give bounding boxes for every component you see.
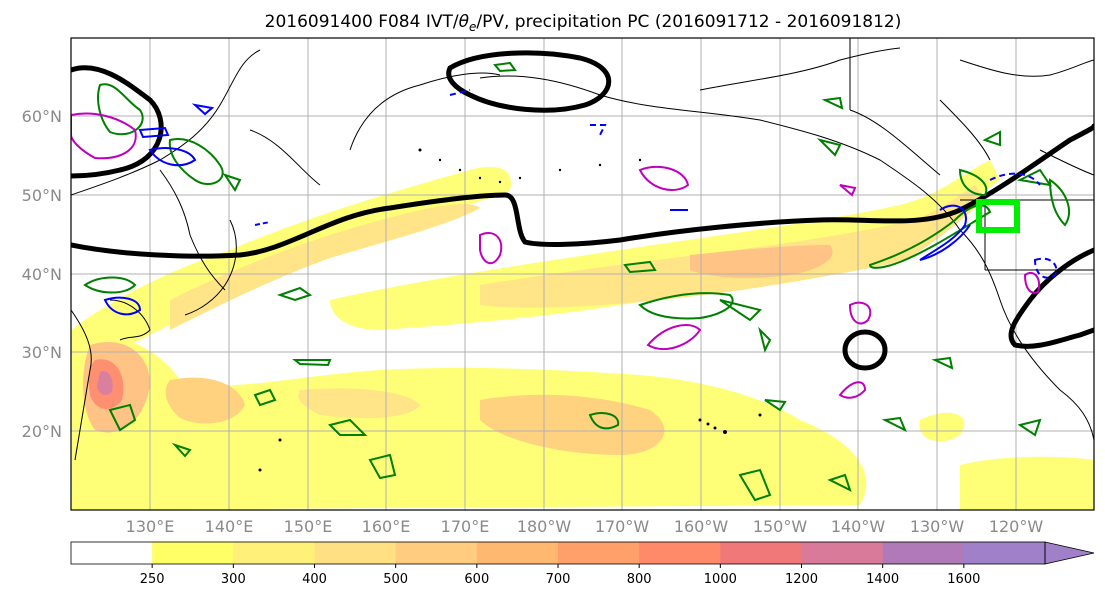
colorbar-segment — [639, 542, 721, 564]
lat-label: 50°N — [22, 186, 62, 205]
colorbar-level-label: 400 — [302, 572, 327, 587]
colorbar-segment — [395, 542, 478, 564]
colorbar-segment — [801, 542, 884, 564]
target-region-box — [976, 199, 1020, 233]
lon-label: 180°W — [517, 517, 572, 536]
colorbar-segment — [963, 542, 1046, 564]
colorbar-segment — [476, 542, 559, 564]
colorbar-level-label: 700 — [546, 572, 571, 587]
figure-title: 2016091400 F084 IVT/θe/PV, precipitation… — [265, 12, 902, 34]
colorbar-level-label: 1000 — [704, 572, 737, 587]
colorbar-level-label: 1200 — [785, 572, 818, 587]
lat-lon-grid — [71, 38, 1094, 510]
colorbar-segments — [71, 542, 1046, 564]
lon-label: 130°W — [910, 517, 965, 536]
lat-label: 30°N — [22, 343, 62, 362]
lon-label: 120°W — [989, 517, 1044, 536]
colorbar-segment — [558, 542, 640, 564]
colorbar-segment — [882, 542, 965, 564]
colorbar-level-label: 800 — [627, 572, 652, 587]
precip-pc-contours — [83, 61, 1070, 502]
lon-label: 160°E — [362, 517, 411, 536]
lon-label: 140°E — [205, 517, 254, 536]
colorbar-level-label: 1400 — [866, 572, 899, 587]
lat-label: 20°N — [22, 422, 62, 441]
longitude-labels: 130°E 140°E 150°E 160°E 170°E 180°W 170°… — [126, 517, 1044, 536]
colorbar: 250 300 400 500 600 700 800 1000 1200 1400 1600 — [70, 541, 1095, 587]
lon-label: 150°E — [284, 517, 333, 536]
colorbar-labels: 250 300 400 500 600 700 800 1000 1200 1400 1600 — [140, 564, 980, 587]
colorbar-level-label: 600 — [464, 572, 489, 587]
lat-label: 60°N — [22, 107, 62, 126]
colorbar-level-label: 250 — [140, 572, 165, 587]
lon-label: 160°W — [674, 517, 729, 536]
lon-label: 130°E — [126, 517, 175, 536]
ivt-shading — [71, 160, 1094, 510]
colorbar-segment — [71, 542, 153, 564]
lon-label: 150°W — [753, 517, 808, 536]
lon-label: 140°W — [831, 517, 886, 536]
theta-e-contours — [71, 50, 1094, 371]
colorbar-extend-arrow — [1044, 541, 1095, 565]
colorbar-segment — [152, 542, 234, 564]
colorbar-segment — [314, 542, 397, 564]
colorbar-segment — [720, 542, 802, 564]
colorbar-level-label: 300 — [221, 572, 246, 587]
colorbar-segment — [233, 542, 315, 564]
latitude-labels: 60°N 50°N 40°N 30°N 20°N — [22, 107, 62, 441]
map-frame — [70, 37, 1095, 511]
pv-alt-contours — [71, 112, 1041, 399]
lon-label: 170°E — [441, 517, 490, 536]
map-panel — [71, 38, 1094, 510]
lon-label: 170°W — [595, 517, 650, 536]
colorbar-level-label: 1600 — [947, 572, 980, 587]
colorbar-level-label: 500 — [383, 572, 408, 587]
islands — [258, 148, 762, 472]
pv-contours — [103, 89, 1058, 316]
lat-label: 40°N — [22, 265, 62, 284]
